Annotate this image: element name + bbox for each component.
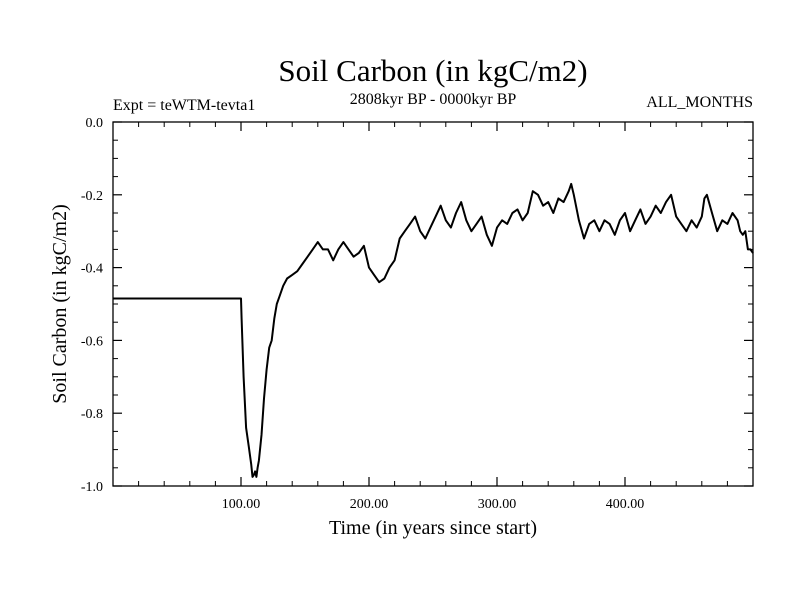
x-tick-label: 100.00 (222, 497, 261, 512)
y-tick-label: -0.2 (81, 189, 103, 204)
axis-ticks (113, 121, 753, 487)
y-tick-label: -0.8 (81, 407, 103, 422)
y-tick-label: -1.0 (81, 480, 103, 495)
x-tick-label: 200.00 (350, 497, 389, 512)
y-axis-label: Soil Carbon (in kgC/m2) (49, 204, 71, 403)
months-label: ALL_MONTHS (646, 94, 753, 111)
axis-tick-labels: 100.00 200.00 300.00 400.00 -1.0 -0.8 -0.6 -0.4… (81, 116, 644, 512)
y-tick-label: 0.0 (86, 116, 104, 131)
x-tick-label: 400.00 (606, 497, 645, 512)
chart-title: Soil Carbon (in kgC/m2) (278, 53, 587, 88)
y-tick-label: -0.6 (81, 334, 103, 349)
experiment-label: Expt = teWTM-tevta1 (113, 97, 255, 114)
y-tick-label: -0.4 (81, 262, 103, 277)
data-line (113, 182, 754, 478)
x-tick-label: 300.00 (478, 497, 517, 512)
plot-frame (112, 121, 754, 487)
period-label: 2808kyr BP - 0000kyr BP (350, 91, 517, 108)
x-axis-label: Time (in years since start) (329, 517, 537, 539)
